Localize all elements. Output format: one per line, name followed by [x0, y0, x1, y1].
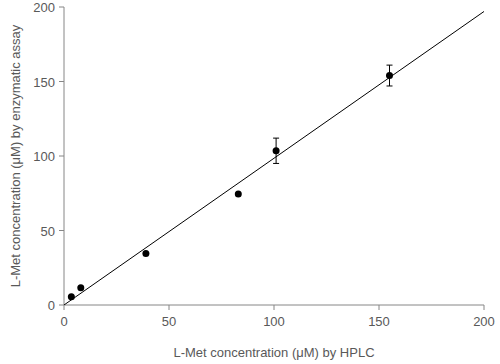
y-tick [59, 81, 64, 82]
point [77, 284, 84, 291]
x-axis-label: L-Met concentration (μM) by HPLC [173, 345, 374, 360]
y-tick [59, 7, 64, 8]
error-bar [273, 138, 279, 163]
y-tick-label: 100 [33, 149, 55, 164]
x-tick [274, 305, 275, 310]
y-tick-label: 200 [33, 0, 55, 15]
plot-area [64, 11, 484, 305]
fit-line [64, 11, 484, 305]
error-cap [273, 138, 279, 139]
y-axis-label: L-Met concentration (μM) by enzymatic as… [8, 24, 23, 287]
x-tick [379, 305, 380, 310]
point [273, 147, 280, 154]
x-tick-label: 0 [60, 314, 67, 329]
y-tick-label: 150 [33, 75, 55, 90]
x-tick-label: 100 [263, 314, 285, 329]
error-cap [387, 85, 393, 86]
x-tick [64, 305, 65, 310]
chart: 0 50 100 150 200 0 50 100 150 200 L-Met concentrat… [0, 0, 500, 364]
x-tick-label: 50 [162, 314, 176, 329]
point [142, 250, 149, 257]
point [235, 190, 242, 197]
x-tick [484, 305, 485, 310]
y-tick-label: 50 [41, 224, 55, 239]
x-tick [169, 305, 170, 310]
x-tick-label: 200 [473, 314, 495, 329]
y-tick [59, 156, 64, 157]
y-tick [59, 305, 64, 306]
error-cap [387, 65, 393, 66]
y-tick [59, 230, 64, 231]
y-tick-label: 0 [48, 298, 55, 313]
x-tick-label: 150 [368, 314, 390, 329]
error-cap [273, 163, 279, 164]
